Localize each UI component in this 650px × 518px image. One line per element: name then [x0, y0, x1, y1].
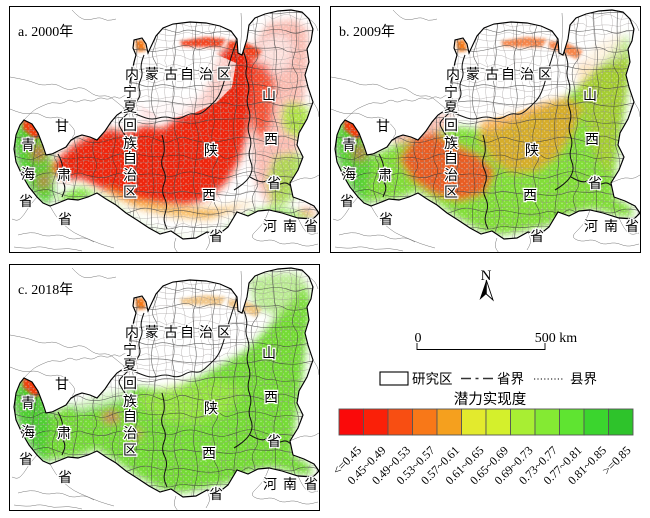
svg-text:省: 省 — [340, 194, 354, 210]
svg-text:自: 自 — [180, 67, 194, 83]
svg-text:自: 自 — [123, 151, 137, 167]
svg-text:省: 省 — [530, 229, 544, 245]
svg-text:研究区: 研究区 — [412, 372, 453, 387]
svg-text:宁: 宁 — [444, 84, 458, 101]
svg-text:南: 南 — [283, 219, 297, 235]
svg-text:区: 区 — [538, 67, 552, 83]
svg-text:青: 青 — [21, 396, 35, 412]
svg-text:省界: 省界 — [497, 372, 524, 387]
svg-text:古: 古 — [164, 67, 178, 83]
svg-text:肃: 肃 — [57, 168, 71, 184]
svg-text:宁: 宁 — [123, 342, 137, 359]
svg-text:蒙: 蒙 — [145, 325, 159, 341]
svg-text:肃: 肃 — [378, 168, 392, 184]
svg-text:陕: 陕 — [204, 143, 218, 159]
svg-text:海: 海 — [21, 167, 35, 183]
svg-text:区: 区 — [123, 185, 137, 201]
svg-text:西: 西 — [585, 133, 599, 148]
svg-text:N: N — [481, 268, 492, 284]
svg-text:山: 山 — [583, 88, 597, 104]
svg-text:内: 内 — [125, 325, 139, 341]
svg-text:治: 治 — [444, 168, 458, 184]
svg-text:区: 区 — [217, 325, 231, 341]
svg-text:回: 回 — [123, 118, 137, 134]
svg-text:族: 族 — [123, 394, 137, 410]
svg-text:自: 自 — [123, 409, 137, 425]
svg-text:夏: 夏 — [123, 100, 137, 116]
svg-text:西: 西 — [523, 189, 537, 204]
svg-text:区: 区 — [217, 67, 231, 83]
svg-text:甘: 甘 — [55, 119, 69, 135]
svg-text:青: 青 — [342, 138, 356, 154]
svg-text:省: 省 — [379, 212, 393, 228]
svg-text:省: 省 — [625, 219, 639, 235]
svg-text:省: 省 — [209, 229, 223, 245]
svg-text:自: 自 — [501, 67, 515, 83]
svg-text:治: 治 — [199, 67, 213, 83]
svg-text:治: 治 — [199, 325, 213, 341]
svg-text:南: 南 — [283, 477, 297, 493]
svg-text:潜力实现度: 潜力实现度 — [454, 391, 527, 408]
svg-text:自: 自 — [444, 151, 458, 167]
svg-text:内: 内 — [446, 67, 460, 83]
svg-text:省: 省 — [588, 176, 602, 192]
svg-text:海: 海 — [342, 167, 356, 183]
svg-text:河: 河 — [263, 219, 277, 235]
svg-text:回: 回 — [123, 376, 137, 392]
svg-text:肃: 肃 — [57, 426, 71, 442]
svg-text:治: 治 — [520, 67, 534, 83]
svg-text:蒙: 蒙 — [145, 67, 159, 83]
svg-text:山: 山 — [262, 346, 276, 362]
svg-text:山: 山 — [262, 88, 276, 104]
svg-text:夏: 夏 — [123, 358, 137, 374]
svg-text:治: 治 — [123, 168, 137, 184]
svg-text:省: 省 — [19, 452, 33, 468]
svg-text:省: 省 — [304, 219, 318, 235]
svg-text:a. 2000年: a. 2000年 — [18, 24, 73, 40]
svg-text:治: 治 — [123, 426, 137, 442]
svg-text:古: 古 — [164, 325, 178, 341]
svg-text:宁: 宁 — [123, 84, 137, 101]
svg-text:省: 省 — [58, 212, 72, 228]
svg-text:西: 西 — [202, 447, 216, 462]
svg-text:自: 自 — [180, 325, 194, 341]
svg-text:区: 区 — [444, 185, 458, 201]
svg-text:甘: 甘 — [55, 377, 69, 393]
svg-text:海: 海 — [21, 425, 35, 441]
svg-text:青: 青 — [21, 138, 35, 154]
svg-text:陕: 陕 — [204, 401, 218, 417]
svg-text:c. 2018年: c. 2018年 — [18, 282, 73, 298]
svg-text:河: 河 — [263, 477, 277, 493]
svg-text:内: 内 — [125, 67, 139, 83]
svg-text:甘: 甘 — [376, 119, 390, 135]
svg-text:省: 省 — [19, 194, 33, 210]
svg-text:西: 西 — [264, 391, 278, 406]
svg-text:>=0.85: >=0.85 — [599, 443, 633, 477]
svg-text:河: 河 — [584, 219, 598, 235]
svg-text:陕: 陕 — [525, 143, 539, 159]
svg-text:西: 西 — [202, 189, 216, 204]
svg-text:蒙: 蒙 — [466, 67, 480, 83]
svg-text:500 km: 500 km — [535, 331, 578, 346]
svg-text:0: 0 — [415, 331, 422, 346]
svg-text:族: 族 — [123, 136, 137, 152]
svg-text:南: 南 — [604, 219, 618, 235]
svg-text:省: 省 — [304, 477, 318, 493]
svg-text:区: 区 — [123, 443, 137, 459]
svg-text:西: 西 — [264, 133, 278, 148]
svg-text:古: 古 — [485, 67, 499, 83]
svg-text:县界: 县界 — [570, 372, 597, 387]
svg-text:省: 省 — [58, 470, 72, 486]
svg-text:省: 省 — [267, 176, 281, 192]
svg-text:夏: 夏 — [444, 100, 458, 116]
svg-text:回: 回 — [444, 118, 458, 134]
svg-text:省: 省 — [267, 434, 281, 450]
svg-text:族: 族 — [444, 136, 458, 152]
svg-text:省: 省 — [209, 487, 223, 503]
svg-text:b. 2009年: b. 2009年 — [339, 24, 395, 40]
